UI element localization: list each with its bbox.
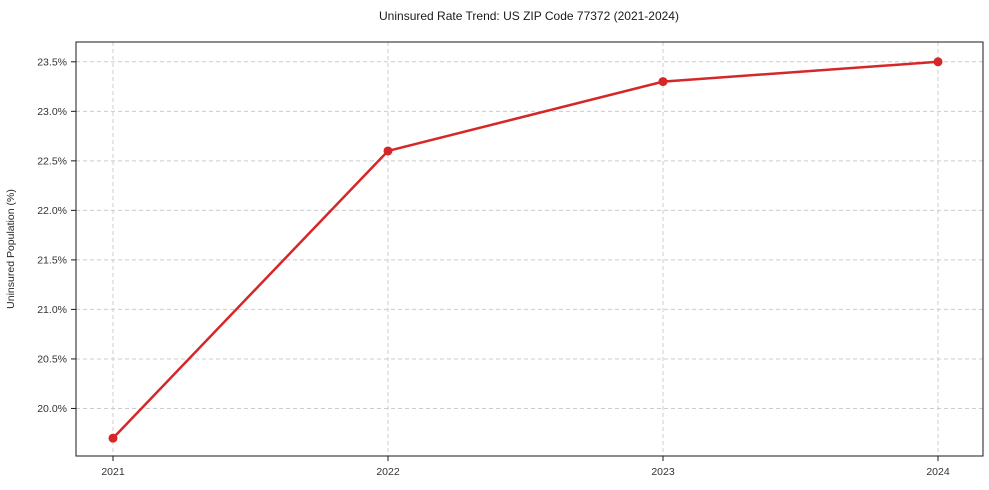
tick-label-layer: 20.0% 20.5% 21.0% 21.5% 22.0% 22.5% 23.0% 23.5%…	[37, 56, 950, 478]
data-point-marker	[658, 77, 668, 87]
y-tick-label: 22.5%	[37, 155, 67, 167]
y-tick-label: 20.5%	[37, 353, 67, 365]
x-tick-label: 2021	[101, 466, 125, 478]
y-tick-label: 21.5%	[37, 254, 67, 266]
trend-line	[111, 60, 940, 440]
y-tick-label: 20.0%	[37, 403, 67, 415]
data-point-marker	[933, 57, 943, 67]
series-layer	[108, 57, 943, 443]
y-tick-label: 23.5%	[37, 56, 67, 68]
y-tick-label: 23.0%	[37, 106, 67, 118]
data-point-marker	[383, 146, 393, 156]
tick-layer	[71, 61, 939, 461]
data-point-marker	[108, 433, 118, 443]
y-axis-label: Uninsured Population (%)	[5, 189, 17, 309]
x-tick-label: 2022	[376, 466, 400, 478]
plot-border	[75, 41, 984, 457]
y-tick-label: 21.0%	[37, 304, 67, 316]
y-tick-label: 22.0%	[37, 205, 67, 217]
x-tick-label: 2023	[651, 466, 675, 478]
grid-layer	[76, 42, 983, 456]
x-tick-label: 2024	[926, 466, 950, 478]
chart-title: Uninsured Rate Trend: US ZIP Code 77372 …	[379, 9, 679, 23]
